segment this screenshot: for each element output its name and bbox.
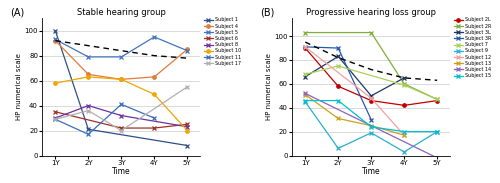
Text: (A): (A) bbox=[10, 7, 25, 17]
Y-axis label: HP numerical scale: HP numerical scale bbox=[266, 53, 272, 120]
Text: (B): (B) bbox=[260, 7, 275, 17]
X-axis label: Time: Time bbox=[112, 167, 130, 176]
Y-axis label: HP numerical scale: HP numerical scale bbox=[16, 53, 22, 120]
Title: Progressive hearing loss group: Progressive hearing loss group bbox=[306, 8, 436, 17]
Title: Stable hearing group: Stable hearing group bbox=[77, 8, 166, 17]
X-axis label: Time: Time bbox=[362, 167, 380, 176]
Legend: Subject 2L, Subject 2R, Subject 3L, Subject 3R, Subject 7, Subject 9, Subject 12: Subject 2L, Subject 2R, Subject 3L, Subj… bbox=[452, 16, 493, 80]
Legend: Subject 1, Subject 4, Subject 5, Subject 6, Subject 8, Subject 10, Subject 11, S: Subject 1, Subject 4, Subject 5, Subject… bbox=[202, 16, 243, 68]
